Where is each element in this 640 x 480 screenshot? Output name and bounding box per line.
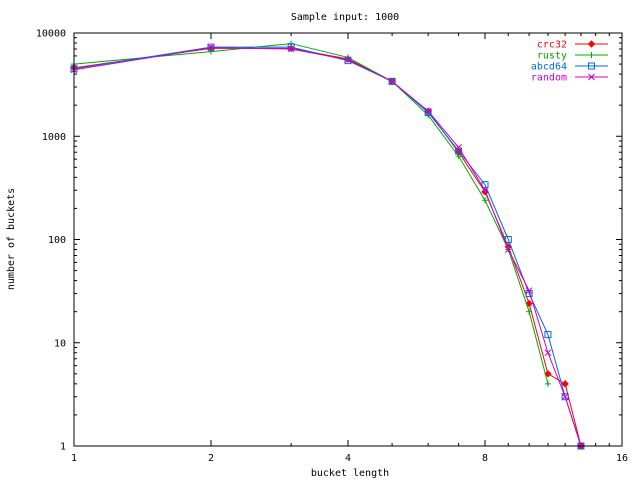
data-point-abcd64 xyxy=(207,43,215,51)
x-tick-label: 16 xyxy=(616,453,628,464)
data-point-abcd64 xyxy=(388,77,396,85)
data-point-random xyxy=(455,144,462,151)
series-layer xyxy=(70,40,585,450)
y-axis-label: number of buckets xyxy=(6,188,17,290)
data-point-crc32 xyxy=(525,299,533,308)
data-point-crc32 xyxy=(544,370,552,378)
legend-label-abcd64: abcd64 xyxy=(531,62,567,73)
legend-marker-random xyxy=(588,73,595,81)
legend-label-rusty: rusty xyxy=(537,51,567,62)
y-tick-label: 100 xyxy=(48,235,66,246)
legend-marker-rusty xyxy=(588,52,595,58)
y-tick-label: 1 xyxy=(60,442,66,453)
data-point-abcd64 xyxy=(424,108,432,116)
data-point-abcd64 xyxy=(344,57,352,65)
data-point-random xyxy=(344,56,352,64)
data-point-abcd64 xyxy=(504,236,512,243)
chart-title: Sample input: 1000 xyxy=(291,12,399,23)
data-point-abcd64 xyxy=(561,393,569,401)
y-tick-label: 10000 xyxy=(36,29,66,40)
data-point-rusty xyxy=(482,197,488,204)
data-point-random xyxy=(207,44,215,52)
x-tick-label: 8 xyxy=(482,453,488,464)
data-point-rusty xyxy=(288,40,295,47)
data-point-rusty xyxy=(526,308,533,315)
data-point-random xyxy=(561,393,569,401)
x-tick-label: 1 xyxy=(71,453,77,464)
x-axis-label: bucket length xyxy=(311,468,389,479)
data-point-random xyxy=(525,287,533,294)
x-tick-label: 4 xyxy=(345,453,351,464)
data-point-random xyxy=(481,186,489,194)
data-point-random xyxy=(287,45,295,53)
data-point-abcd64 xyxy=(287,43,295,51)
x-tick-label: 2 xyxy=(208,453,214,464)
data-point-random xyxy=(504,246,512,253)
series-line-abcd64 xyxy=(73,46,582,447)
data-point-random xyxy=(544,349,552,357)
y-tick-label: 1000 xyxy=(42,132,66,143)
data-point-rusty xyxy=(544,380,551,387)
legend-marker-abcd64 xyxy=(588,62,595,70)
data-point-crc32 xyxy=(561,380,569,388)
data-point-abcd64 xyxy=(544,331,552,339)
legend-label-crc32: crc32 xyxy=(537,40,567,51)
legend-marker-crc32 xyxy=(587,40,596,48)
legend-label-random: random xyxy=(531,73,567,84)
y-tick-label: 10 xyxy=(54,338,66,349)
data-point-random xyxy=(388,78,396,85)
plot-frame xyxy=(73,32,623,447)
data-point-random xyxy=(424,107,432,115)
